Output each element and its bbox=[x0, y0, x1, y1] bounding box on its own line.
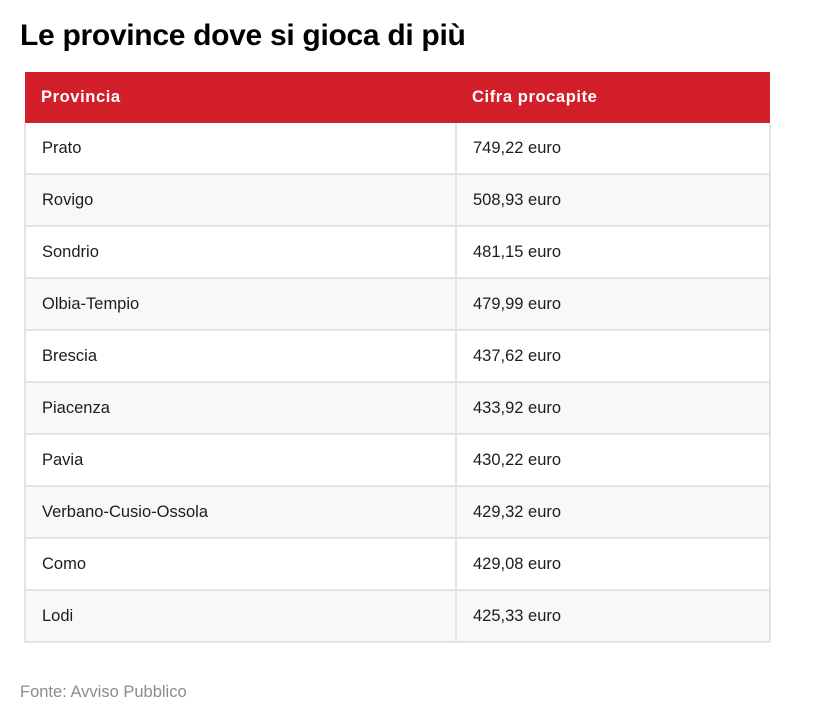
table-row: Rovigo 508,93 euro bbox=[24, 174, 771, 227]
column-header-cifra-procapite: Cifra procapite bbox=[456, 72, 770, 123]
table-row: Verbano-Cusio-Ossola 429,32 euro bbox=[24, 486, 771, 539]
table-body: Prato 749,22 euro Rovigo 508,93 euro Sondrio… bbox=[24, 123, 771, 643]
page-title: Le province dove si gioca di più bbox=[20, 19, 466, 52]
table-row: Olbia-Tempio 479,99 euro bbox=[24, 278, 771, 331]
cifra-procapite-cell: 749,22 euro bbox=[456, 123, 771, 175]
cifra-procapite-cell: 481,15 euro bbox=[456, 226, 771, 279]
cifra-procapite-cell: 430,22 euro bbox=[456, 434, 771, 487]
cifra-procapite-cell: 433,92 euro bbox=[456, 382, 771, 435]
table-row: Prato 749,22 euro bbox=[24, 123, 771, 175]
cifra-procapite-cell: 429,32 euro bbox=[456, 486, 771, 539]
table-row: Brescia 437,62 euro bbox=[24, 330, 771, 383]
province-cell: Verbano-Cusio-Ossola bbox=[24, 486, 457, 539]
province-cell: Rovigo bbox=[24, 174, 457, 227]
table-header: Provincia Cifra procapite bbox=[25, 72, 770, 123]
province-cell: Brescia bbox=[24, 330, 457, 383]
cifra-procapite-cell: 425,33 euro bbox=[456, 590, 771, 643]
cifra-procapite-cell: 437,62 euro bbox=[456, 330, 771, 383]
province-cell: Olbia-Tempio bbox=[24, 278, 457, 331]
table-row: Sondrio 481,15 euro bbox=[24, 226, 771, 279]
province-cell: Prato bbox=[24, 123, 457, 175]
table-row: Lodi 425,33 euro bbox=[24, 590, 771, 643]
column-header-provincia: Provincia bbox=[25, 72, 456, 123]
table-row: Como 429,08 euro bbox=[24, 538, 771, 591]
cifra-procapite-cell: 479,99 euro bbox=[456, 278, 771, 331]
table-row: Pavia 430,22 euro bbox=[24, 434, 771, 487]
table-header-row: Provincia Cifra procapite bbox=[25, 72, 770, 123]
province-cell: Lodi bbox=[24, 590, 457, 643]
province-cell: Pavia bbox=[24, 434, 457, 487]
cifra-procapite-cell: 429,08 euro bbox=[456, 538, 771, 591]
source-note: Fonte: Avviso Pubblico bbox=[20, 683, 187, 701]
province-cell: Como bbox=[24, 538, 457, 591]
cifra-procapite-cell: 508,93 euro bbox=[456, 174, 771, 227]
provinces-table: Provincia Cifra procapite Prato 749,22 eu… bbox=[24, 72, 771, 643]
province-cell: Sondrio bbox=[24, 226, 457, 279]
table-row: Piacenza 433,92 euro bbox=[24, 382, 771, 435]
province-cell: Piacenza bbox=[24, 382, 457, 435]
